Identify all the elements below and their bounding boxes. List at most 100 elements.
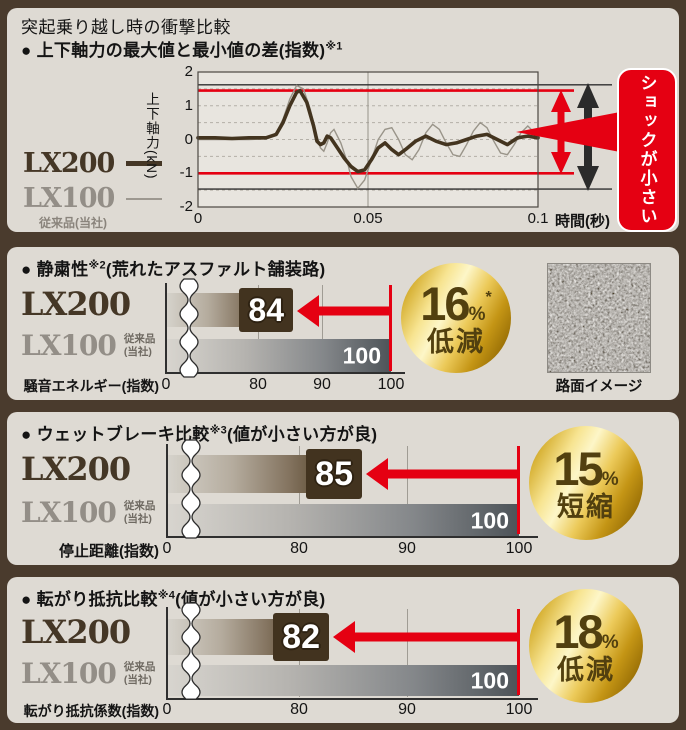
legend-lx100-label: LX100	[23, 183, 115, 214]
panel1-subtitle-text: ● 上下軸力の最大値と最小値の差(指数)	[21, 41, 326, 60]
footnote-marker-2: ※2	[88, 259, 106, 272]
badge-word: 低減	[427, 327, 485, 357]
badge-word: 低減	[557, 655, 615, 685]
x-axis-title: 転がり抵抗係数(指数)	[23, 703, 159, 719]
x-tick: 0	[162, 540, 172, 557]
badge-percent: %	[601, 632, 619, 653]
lx100-waveform	[198, 84, 539, 190]
arrow-head	[366, 458, 388, 490]
x-tick: 80	[290, 540, 308, 557]
x-axis-line	[165, 372, 405, 374]
arrow-shaft	[351, 632, 520, 642]
badge-percent: %	[601, 469, 619, 490]
road-image-label: 路面イメージ	[555, 379, 643, 395]
x-tick: 0	[193, 210, 203, 227]
x-tick: 0	[161, 376, 171, 393]
panel3-title-text: ● ウェットブレーキ比較	[21, 425, 210, 444]
shock-small-badge-text: ショックが小さい	[637, 74, 657, 226]
wet-brake-panel: ● ウェットブレーキ比較※3(値が小さい方が良) LX200 LX100 従来品…	[7, 412, 679, 565]
panel1-title: 突起乗り越し時の衝撃比較	[21, 18, 231, 37]
panel2-title-suffix: (荒れたアスファルト舗装路)	[105, 260, 326, 279]
x-tick: 100	[505, 701, 533, 718]
footnote-marker-1: ※1	[325, 40, 343, 53]
x-tick: 0.05	[353, 210, 383, 227]
x-tick: 100	[377, 376, 405, 393]
gridline-90	[407, 446, 408, 536]
axis-break-squiggle	[179, 278, 199, 378]
panel2-title: ● 静粛性※2(荒れたアスファルト舗装路)	[21, 255, 325, 280]
rolling-resistance-panel: ● 転がり抵抗比較※4(値が小さい方が良) LX200 LX100 従来品 (当社…	[7, 577, 679, 723]
x-axis-line	[166, 536, 538, 538]
x-tick: 90	[313, 376, 331, 393]
legend-lx100-sub: 従来品(当社)	[39, 216, 107, 230]
x-axis-line	[166, 698, 538, 700]
axis-break-squiggle	[181, 439, 201, 539]
row-label-lx100: LX100 従来品 (当社)	[21, 329, 155, 362]
legend-lx200: LX200	[23, 148, 163, 179]
road-surface-image	[547, 263, 651, 373]
improvement-arrow	[333, 621, 520, 653]
y-axis-line	[166, 444, 168, 537]
quietness-panel: ● 静粛性※2(荒れたアスファルト舗装路) LX200 LX100 従来品 (当社…	[7, 247, 679, 400]
plot-border	[197, 71, 539, 208]
row-label-lx100-text: LX100	[21, 496, 117, 529]
lx200-waveform	[196, 88, 540, 174]
footnote-marker-4: ※4	[157, 589, 176, 602]
y-tick: -2	[179, 198, 193, 215]
panel1-subtitle: ● 上下軸力の最大値と最小値の差(指数)※1	[21, 36, 343, 61]
arrow-shaft	[384, 469, 520, 479]
y-axis-line	[165, 283, 167, 373]
panel3-title-suffix: (値が小さい方が良)	[227, 425, 378, 444]
footnote-marker-3: ※3	[209, 424, 228, 437]
row-label-lx200: LX200	[21, 285, 131, 323]
improvement-arrow	[366, 458, 520, 490]
x-axis-unit: 時間(秒)	[555, 213, 610, 230]
y-tick: 0	[184, 131, 193, 148]
panel4-title-suffix: (値が小さい方が良)	[175, 590, 326, 609]
lx200-bar: 84	[166, 288, 293, 332]
reference-line-100	[389, 285, 392, 371]
badge-percent: %	[468, 304, 486, 325]
lx100-subnote-2: (当社)	[123, 345, 152, 358]
x-tick: 80	[290, 701, 308, 718]
reduction-badge-16: 16% * 低減	[401, 263, 511, 373]
lx100-subnote-1: 従来品	[123, 499, 156, 512]
lx100-subnote-1: 従来品	[123, 332, 156, 345]
lx200-value: 85	[306, 449, 362, 499]
arrow-head	[297, 295, 319, 327]
panel4-title-text: ● 転がり抵抗比較	[21, 590, 158, 609]
gridline-90	[407, 609, 408, 697]
legend-lx200-label: LX200	[23, 148, 115, 179]
badge-value: 18	[553, 605, 603, 658]
shock-comparison-panel: 突起乗り越し時の衝撃比較 ● 上下軸力の最大値と最小値の差(指数)※1 LX20…	[7, 8, 679, 232]
badge-value: 15	[553, 442, 603, 495]
lx100-line-swatch	[126, 197, 163, 200]
y-tick: 1	[184, 97, 193, 114]
row-label-lx100-text: LX100	[21, 657, 117, 690]
reduction-badge-18: 18% 低減	[529, 589, 643, 703]
badge-number-row: 16% *	[420, 280, 491, 327]
y-axis-line	[166, 607, 168, 699]
lx200-value: 84	[239, 288, 293, 332]
y-axis-title: 上下軸力(kN)	[144, 92, 159, 180]
x-tick: 0.1	[527, 210, 549, 227]
shock-line-chart	[196, 71, 620, 208]
reference-line-100	[517, 446, 520, 534]
lx200-line-swatch	[126, 161, 163, 166]
row-label-lx200: LX200	[21, 450, 131, 488]
x-axis-title: 騒音エネルギー(指数)	[23, 378, 159, 394]
badge-number-row: 15%	[553, 445, 618, 492]
badge-value: 16	[420, 277, 470, 330]
lx100-value: 100	[342, 342, 381, 368]
x-tick: 100	[505, 540, 533, 557]
x-tick: 80	[249, 376, 267, 393]
lx100-subnote: 従来品 (当社)	[124, 333, 156, 358]
row-label-lx100: LX100 従来品 (当社)	[21, 657, 155, 690]
y-tick: -1	[179, 164, 193, 181]
reference-line-100	[517, 609, 520, 695]
arrow-head	[333, 621, 355, 653]
arrow-shaft	[315, 306, 392, 316]
lx100-bar: 100	[166, 339, 391, 372]
badge-word: 短縮	[557, 492, 615, 522]
